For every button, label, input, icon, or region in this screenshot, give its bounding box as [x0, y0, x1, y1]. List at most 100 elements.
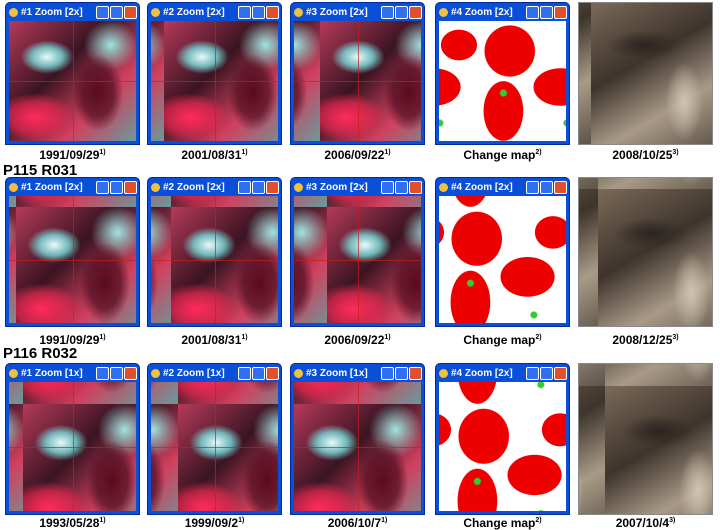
caption-text: 1993/05/28 [39, 516, 100, 530]
minimize-button [96, 5, 109, 19]
title-bar: #3 Zoom [2x] [291, 178, 424, 196]
caption: 2007/10/43) [576, 516, 716, 530]
title-bar: #1 Zoom [1x] [6, 364, 139, 382]
image [439, 21, 566, 141]
image [151, 382, 278, 511]
window-title: #2 Zoom [2x] [163, 181, 225, 193]
title-bar: #1 Zoom [2x] [6, 3, 139, 21]
maximize-button [252, 180, 265, 194]
zoom-window: #4 Zoom [2x] [435, 363, 570, 515]
window-icon [9, 368, 18, 378]
window-title: #4 Zoom [2x] [451, 367, 513, 379]
caption-note: 2) [535, 517, 542, 524]
maximize-button [110, 180, 123, 194]
close-button [554, 180, 567, 194]
close-button [124, 5, 137, 19]
close-button [554, 366, 567, 380]
title-bar: #2 Zoom [2x] [148, 3, 281, 21]
minimize-button [238, 366, 251, 380]
window-buttons [526, 366, 569, 380]
row-label: P116 R032 [3, 345, 78, 362]
window-title: #3 Zoom [2x] [306, 6, 368, 18]
image [9, 21, 136, 141]
window-buttons [96, 180, 139, 194]
title-bar: #2 Zoom [2x] [148, 178, 281, 196]
caption-note: 2) [535, 149, 542, 156]
image [579, 178, 712, 326]
window-title: #3 Zoom [2x] [306, 181, 368, 193]
maximize-button [540, 366, 553, 380]
caption-text: 1991/09/29 [39, 148, 100, 162]
maximize-button [395, 5, 408, 19]
caption-note: 1) [238, 517, 245, 524]
image [579, 3, 712, 144]
zoom-window: #2 Zoom [2x] [147, 177, 282, 327]
window-icon [439, 182, 448, 192]
caption-note: 3) [669, 517, 676, 524]
caption-text: Change map [463, 333, 536, 347]
maximize-button [110, 366, 123, 380]
caption-note: 1) [241, 149, 248, 156]
window-buttons [526, 180, 569, 194]
caption: Change map2) [433, 333, 573, 347]
caption-text: 2006/09/22 [324, 333, 385, 347]
title-bar: #4 Zoom [2x] [436, 364, 569, 382]
caption: Change map2) [433, 148, 573, 162]
image [9, 382, 136, 511]
caption-note: 2) [535, 334, 542, 341]
image [579, 364, 712, 514]
image [151, 196, 278, 323]
window-title: #1 Zoom [2x] [21, 6, 83, 18]
caption-text: Change map [463, 148, 536, 162]
window-icon [439, 7, 448, 17]
close-button [266, 366, 279, 380]
maximize-button [110, 5, 123, 19]
zoom-window: #1 Zoom [1x] [5, 363, 140, 515]
zoom-window: #1 Zoom [2x] [5, 2, 140, 145]
caption-note: 1) [99, 517, 106, 524]
window-title: #2 Zoom [2x] [163, 6, 225, 18]
caption: 1999/09/21) [145, 516, 285, 530]
zoom-window: #2 Zoom [1x] [147, 363, 282, 515]
maximize-button [252, 5, 265, 19]
caption-note: 3) [672, 334, 679, 341]
maximize-button [395, 366, 408, 380]
close-button [124, 180, 137, 194]
window-icon [151, 7, 160, 17]
caption: 2001/08/311) [145, 148, 285, 162]
minimize-button [526, 366, 539, 380]
minimize-button [526, 180, 539, 194]
caption-note: 1) [99, 149, 106, 156]
zoom-window: #1 Zoom [2x] [5, 177, 140, 327]
caption-text: 1991/09/29 [39, 333, 100, 347]
window-buttons [238, 180, 281, 194]
window-buttons [96, 366, 139, 380]
window-icon [294, 368, 303, 378]
caption-note: 1) [384, 334, 391, 341]
caption-text: 2001/08/31 [181, 148, 242, 162]
photo-frame [578, 363, 713, 515]
window-buttons [381, 180, 424, 194]
caption-note: 1) [381, 517, 388, 524]
image [294, 382, 421, 511]
maximize-button [540, 180, 553, 194]
window-buttons [238, 5, 281, 19]
window-buttons [238, 366, 281, 380]
caption-text: 1999/09/2 [184, 516, 239, 530]
zoom-window: #3 Zoom [1x] [290, 363, 425, 515]
caption: 1993/05/281) [3, 516, 143, 530]
title-bar: #3 Zoom [2x] [291, 3, 424, 21]
title-bar: #4 Zoom [2x] [436, 178, 569, 196]
image [294, 21, 421, 141]
minimize-button [96, 180, 109, 194]
maximize-button [252, 366, 265, 380]
close-button [409, 366, 422, 380]
caption: 2006/09/221) [288, 333, 428, 347]
minimize-button [238, 180, 251, 194]
window-title: #4 Zoom [2x] [451, 181, 513, 193]
minimize-button [381, 366, 394, 380]
caption-text: 2007/10/4 [615, 516, 670, 530]
minimize-button [381, 180, 394, 194]
title-bar: #3 Zoom [1x] [291, 364, 424, 382]
